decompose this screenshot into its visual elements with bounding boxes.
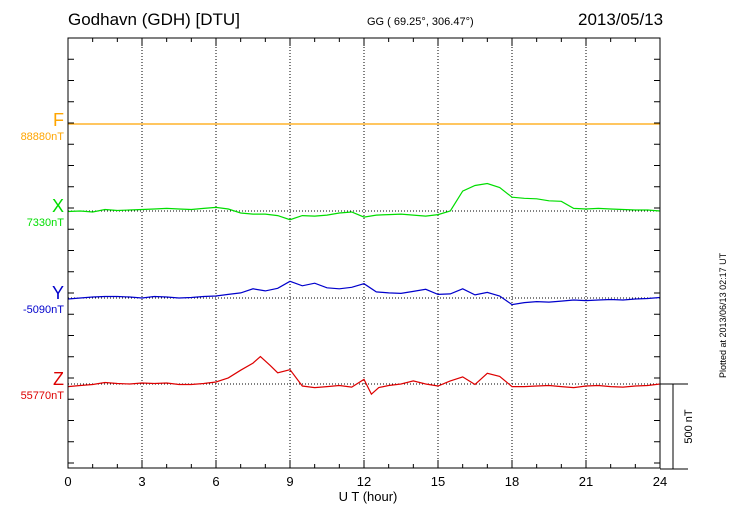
- station-title: Godhavn (GDH) [DTU]: [68, 10, 240, 29]
- x-tick-label: 12: [357, 474, 371, 489]
- x-axis-title: U T (hour): [339, 489, 398, 504]
- x-tick-label: 6: [212, 474, 219, 489]
- channel-name-z: Z: [53, 369, 64, 389]
- x-tick-label: 0: [64, 474, 71, 489]
- channel-name-x: X: [51, 196, 64, 216]
- plot-frame: [67, 37, 661, 469]
- series-y-line: [67, 280, 661, 306]
- grid: [141, 38, 587, 468]
- x-tick-label: 9: [286, 474, 293, 489]
- channel-name-y: Y: [51, 283, 64, 303]
- scale-bar: 500 nT: [660, 383, 695, 470]
- x-tick-label: 15: [431, 474, 445, 489]
- series-z-line: [67, 355, 661, 396]
- label-y: Y -5090nT: [0, 283, 64, 317]
- x-tick-label: 18: [505, 474, 519, 489]
- plot-date: 2013/05/13: [578, 10, 664, 29]
- baseline-x: 7330nT: [26, 217, 64, 229]
- series-lines: [67, 123, 661, 396]
- plot-timestamp: Plotted at 2013/06/13 02:17 UT: [718, 252, 728, 378]
- x-tick-label: 24: [653, 474, 667, 489]
- baseline-f: 88880nT: [20, 131, 64, 143]
- x-tick-label: 21: [579, 474, 593, 489]
- scale-bar-label: 500 nT: [683, 409, 695, 444]
- station-coordinates: GG ( 69.25°, 306.47°): [367, 16, 474, 28]
- axis-ticks: [67, 38, 661, 468]
- label-x: X 7330nT: [0, 196, 64, 230]
- baseline-z: 55770nT: [20, 390, 64, 402]
- x-tick-label: 3: [138, 474, 145, 489]
- label-f: F 88880nT: [0, 110, 64, 144]
- series-x-line: [67, 182, 661, 221]
- baseline-y: -5090nT: [23, 304, 64, 316]
- x-tick-labels: 0 3 6 9 12 15 18 21 24: [64, 474, 667, 489]
- channel-name-f: F: [53, 110, 64, 130]
- label-z: Z 55770nT: [0, 369, 64, 403]
